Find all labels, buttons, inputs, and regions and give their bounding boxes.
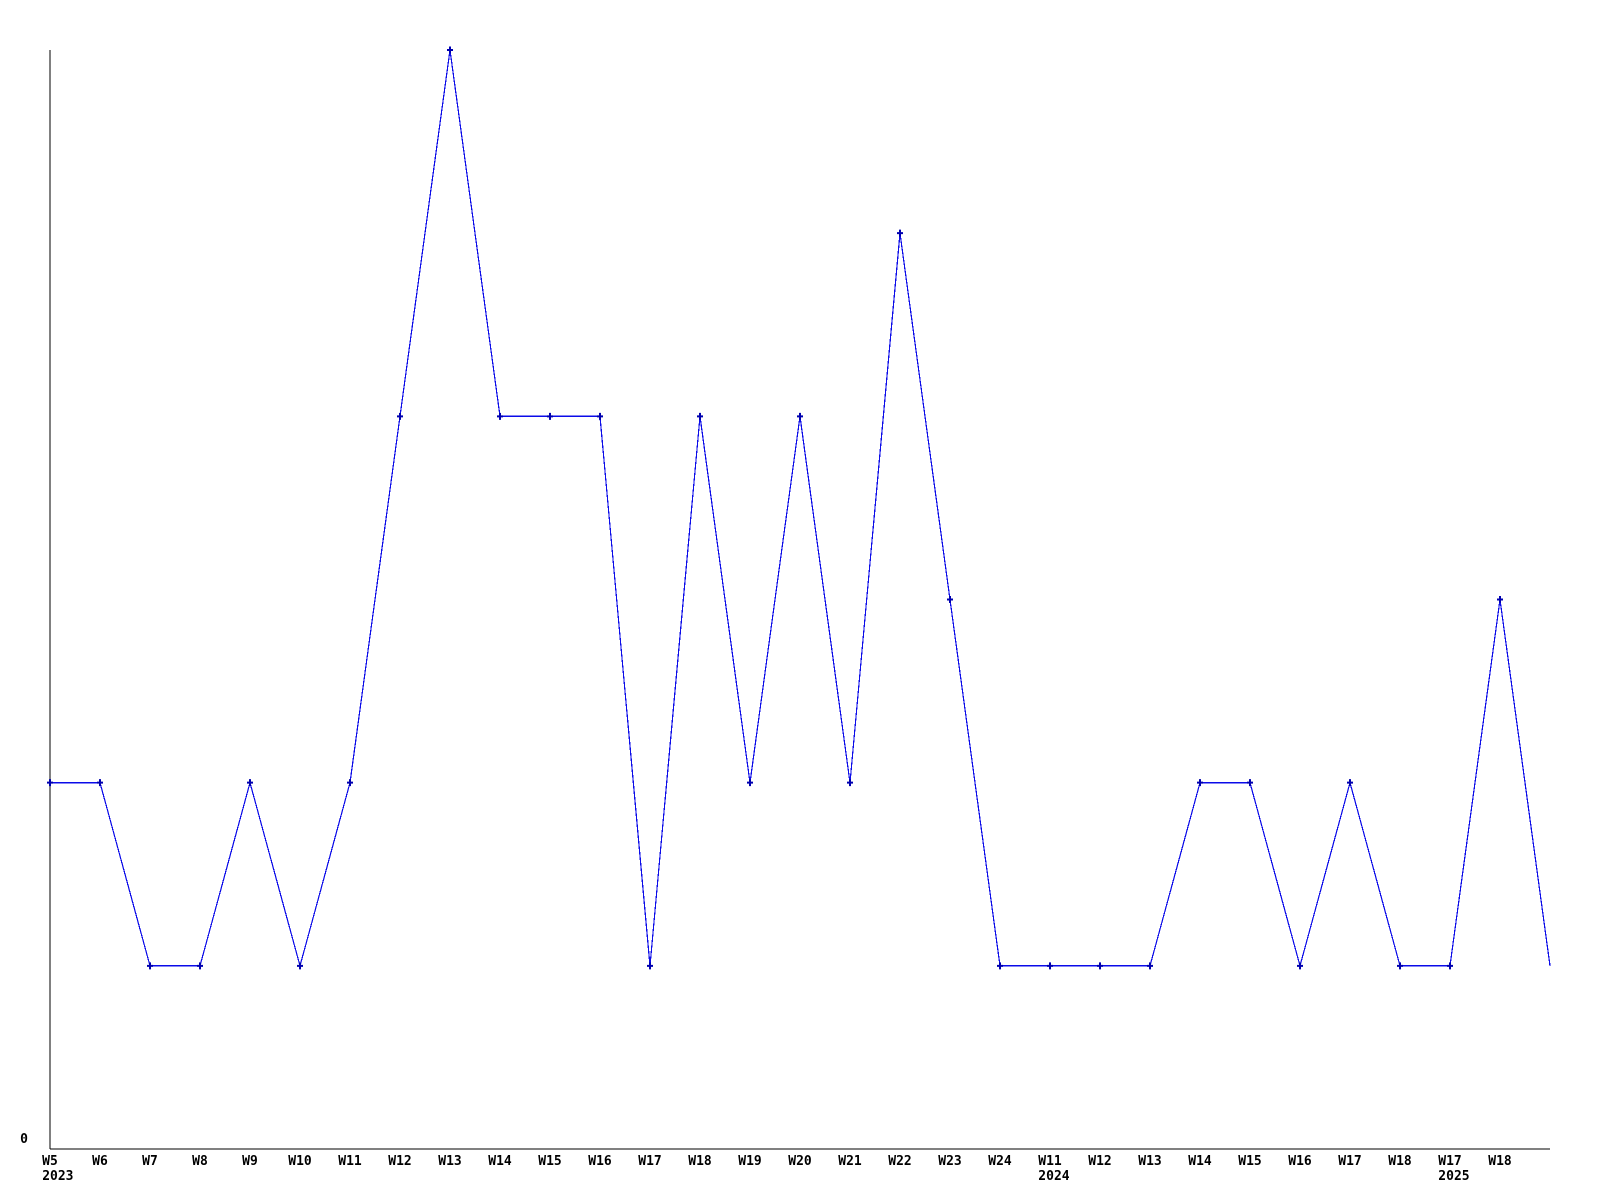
x-tick-label: W6	[92, 1154, 108, 1169]
data-point-marker	[997, 962, 1003, 970]
data-point-marker	[1197, 779, 1203, 787]
x-tick-label: W14	[1188, 1154, 1212, 1169]
data-point-marker	[397, 412, 403, 420]
data-point-marker	[947, 596, 953, 603]
data-point-marker	[897, 229, 903, 237]
data-line	[50, 49, 1551, 969]
data-point-marker	[447, 46, 453, 54]
data-point-marker	[147, 962, 153, 970]
x-tick-label: W18	[1488, 1154, 1512, 1169]
x-tick-label: W17	[638, 1154, 662, 1169]
data-point-marker	[797, 412, 803, 420]
data-point-marker	[1247, 779, 1253, 787]
data-point-marker	[1047, 962, 1053, 970]
x-tick-label: W16	[588, 1154, 612, 1169]
x-tick-label: W20	[788, 1154, 812, 1169]
x-tick-label: W13	[438, 1154, 462, 1169]
data-point-marker	[1497, 596, 1503, 603]
data-point-marker	[847, 779, 853, 787]
data-point-marker	[97, 779, 103, 787]
x-tick-label: W9	[242, 1154, 258, 1169]
data-point-marker	[547, 412, 553, 420]
data-point-marker	[1347, 779, 1353, 787]
x-tick-label: W18	[1388, 1154, 1412, 1169]
data-point-marker	[347, 779, 353, 787]
data-point-marker	[47, 779, 53, 787]
x-tick-label: W12	[388, 1154, 412, 1169]
data-point-marker	[697, 412, 703, 420]
x-tick-label: W13	[1138, 1154, 1162, 1169]
data-point-marker	[1397, 962, 1403, 970]
data-point-marker	[497, 412, 503, 420]
x-year-label: 2025	[1438, 1169, 1470, 1184]
x-tick-label: W5	[42, 1154, 58, 1169]
x-tick-label: W23	[938, 1154, 962, 1169]
x-tick-label: W19	[738, 1154, 762, 1169]
x-tick-label: W21	[838, 1154, 862, 1169]
x-year-label: 2023	[42, 1169, 74, 1184]
x-tick-label: W12	[1088, 1154, 1112, 1169]
data-point-marker	[297, 962, 303, 970]
data-point-marker	[197, 962, 203, 970]
data-point-marker	[247, 779, 253, 787]
x-tick-label: W15	[538, 1154, 562, 1169]
x-tick-label: W16	[1288, 1154, 1312, 1169]
x-tick-label: W10	[288, 1154, 312, 1169]
x-tick-label: W8	[192, 1154, 208, 1169]
x-tick-label: W15	[1238, 1154, 1262, 1169]
x-tick-label: W17	[1438, 1154, 1462, 1169]
x-tick-label: W14	[488, 1154, 512, 1169]
x-tick-label: W22	[888, 1154, 912, 1169]
x-tick-label: W11	[1038, 1154, 1062, 1169]
data-point-marker	[1297, 962, 1303, 970]
x-tick-label: W18	[688, 1154, 712, 1169]
data-point-marker	[1097, 962, 1103, 970]
data-point-marker	[647, 962, 653, 970]
data-point-marker	[747, 779, 753, 787]
x-tick-label: W11	[338, 1154, 362, 1169]
x-tick-label: W7	[142, 1154, 158, 1169]
data-point-marker	[1447, 962, 1453, 970]
y-axis-zero-label: 0	[20, 1132, 28, 1147]
x-year-label: 2024	[1038, 1169, 1070, 1184]
data-point-marker	[1147, 962, 1153, 970]
x-tick-label: W17	[1338, 1154, 1362, 1169]
data-point-marker	[597, 412, 603, 420]
x-tick-label: W24	[988, 1154, 1012, 1169]
